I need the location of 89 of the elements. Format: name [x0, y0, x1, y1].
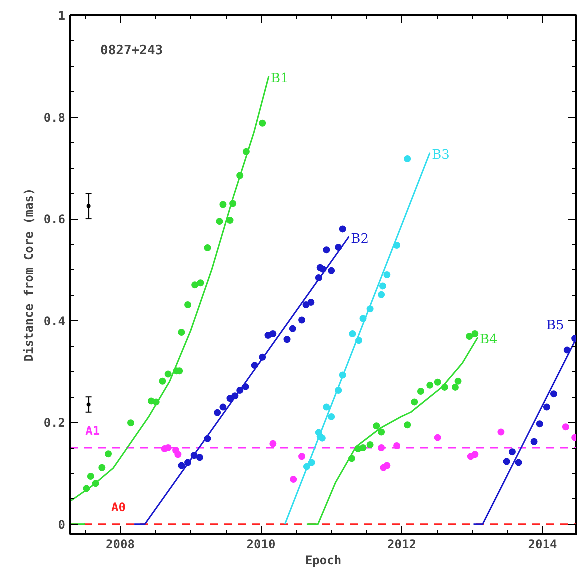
- point: [366, 441, 374, 448]
- point: [452, 384, 459, 391]
- x-tick-label: 2012: [388, 538, 416, 552]
- point: [466, 333, 474, 340]
- point: [226, 217, 234, 224]
- point: [562, 424, 570, 431]
- y-tick-label: 0.2: [44, 416, 66, 430]
- point: [472, 330, 479, 338]
- point: [379, 282, 386, 290]
- ref-line-label: A1: [86, 424, 100, 438]
- point: [543, 404, 550, 411]
- point: [220, 201, 227, 208]
- series-label: B2: [351, 232, 370, 247]
- point: [378, 291, 386, 298]
- x-tick-label: 2008: [106, 538, 135, 552]
- point: [98, 464, 106, 472]
- point: [86, 402, 91, 407]
- point: [270, 330, 277, 338]
- point: [472, 451, 479, 458]
- point: [536, 420, 544, 428]
- point: [290, 476, 298, 484]
- point: [404, 422, 412, 429]
- point: [454, 378, 462, 385]
- line-series: [70, 76, 270, 502]
- point: [508, 448, 516, 456]
- point: [216, 218, 224, 226]
- point: [434, 378, 442, 386]
- point: [404, 155, 412, 162]
- point: [417, 388, 424, 396]
- point: [394, 442, 401, 450]
- point: [298, 316, 306, 324]
- y-axis-title: Distance from Core (mas): [22, 188, 36, 362]
- point: [498, 428, 505, 436]
- y-tick-label: 0.8: [44, 110, 66, 125]
- y-tick-label: 0.6: [44, 212, 66, 227]
- point: [328, 413, 336, 420]
- ref-line-label: A0: [111, 500, 126, 514]
- point: [178, 462, 186, 470]
- series-label: B4: [480, 332, 498, 348]
- series-label: B3: [432, 148, 450, 163]
- point: [259, 120, 266, 127]
- point: [174, 451, 182, 458]
- point: [339, 226, 346, 233]
- y-tick-label: 0.4: [44, 314, 66, 328]
- point: [426, 382, 434, 389]
- annotation: 0827+243: [100, 44, 164, 58]
- point: [87, 473, 94, 480]
- point: [197, 280, 204, 287]
- point: [503, 458, 510, 466]
- point: [378, 444, 386, 452]
- point: [384, 462, 391, 470]
- point: [530, 438, 538, 446]
- x-tick-label: 2014: [528, 538, 558, 552]
- point: [360, 444, 367, 452]
- point: [289, 325, 296, 332]
- point: [349, 330, 356, 338]
- point: [308, 298, 315, 306]
- point: [159, 378, 166, 385]
- point: [323, 404, 330, 411]
- point: [214, 409, 222, 416]
- x-tick-label: 2010: [246, 538, 276, 552]
- point: [270, 440, 277, 448]
- point: [373, 422, 380, 430]
- point: [164, 444, 172, 452]
- point: [284, 336, 291, 344]
- point: [105, 450, 112, 458]
- point: [323, 246, 330, 254]
- point: [434, 434, 442, 442]
- point: [550, 390, 558, 398]
- series-label: B5: [546, 318, 564, 334]
- point: [515, 459, 522, 466]
- point: [384, 272, 391, 278]
- point: [298, 453, 306, 460]
- point: [164, 370, 172, 378]
- point: [196, 454, 204, 462]
- point: [204, 244, 212, 252]
- series-label: B1: [270, 72, 289, 87]
- point: [192, 282, 199, 289]
- x-axis-title: Epoch: [305, 554, 342, 568]
- point: [328, 267, 336, 274]
- point: [128, 420, 135, 427]
- point: [411, 398, 418, 406]
- point: [86, 204, 91, 208]
- y-tick-label: 1: [58, 9, 66, 23]
- y-tick-label: 0: [58, 518, 66, 532]
- point: [184, 302, 192, 309]
- point: [378, 428, 386, 436]
- point: [220, 404, 227, 411]
- point: [178, 329, 186, 336]
